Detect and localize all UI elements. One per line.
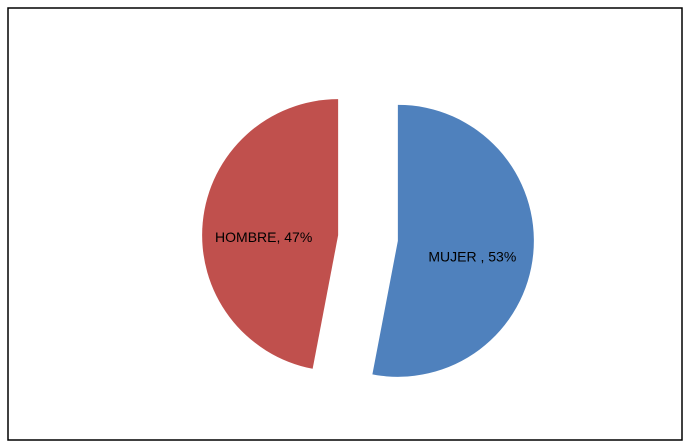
pie-slice — [372, 104, 534, 377]
data-label: MUJER , 53% — [428, 249, 516, 265]
data-label: HOMBRE, 47% — [215, 229, 312, 245]
chart-frame — [7, 7, 683, 441]
pie-slice — [202, 99, 339, 369]
